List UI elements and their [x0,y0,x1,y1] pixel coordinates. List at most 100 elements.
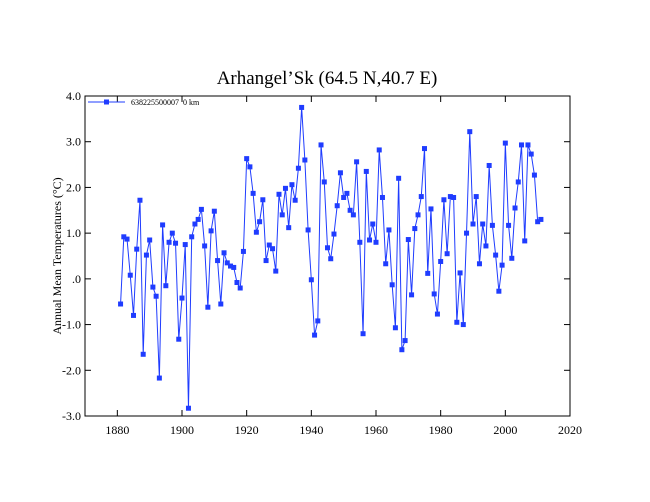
point [118,301,124,307]
point [431,291,437,297]
point [412,226,418,232]
point [195,216,201,222]
y-tick-label: 4.0 [66,89,81,103]
point [137,197,143,203]
point [160,222,166,228]
point [379,194,385,200]
x-tick-label: 2000 [493,423,517,437]
point [441,197,447,203]
point [211,208,217,214]
point [489,222,495,228]
point [399,347,405,353]
point [428,206,434,212]
point [357,239,363,245]
point [228,263,233,269]
point [341,194,347,200]
point [502,140,508,146]
point [370,221,376,227]
point [405,237,411,243]
point [447,194,453,200]
point [208,228,214,234]
y-tick-label: 3.0 [66,135,81,149]
plot-frame [84,95,571,417]
point [528,151,534,157]
point [402,338,408,344]
point [244,156,250,162]
chart-title: Arhangel’Sk (64.5 N,40.7 E) [217,68,438,89]
point [308,277,314,283]
point [305,227,311,233]
point [538,216,544,222]
point [350,212,356,218]
point [454,319,460,325]
point [328,256,334,262]
point [276,191,282,197]
point [386,227,392,233]
point [147,237,153,243]
point [422,146,427,152]
y-tick-label: -1.0 [62,318,81,332]
y-tick-label: -2.0 [62,363,81,377]
point [457,270,463,276]
point [318,142,324,148]
point [205,304,211,310]
point [535,219,541,225]
point [140,351,146,357]
y-tick-label: .0 [72,272,81,286]
point [163,283,169,289]
point [215,258,221,264]
point [282,185,288,191]
point [234,280,240,286]
point [231,264,237,270]
point [182,242,188,248]
point [312,332,318,338]
point [266,242,272,248]
point [189,234,195,240]
point [279,212,285,218]
point [153,293,159,299]
point [367,237,373,243]
point [337,170,343,176]
point [509,255,515,261]
x-tick-label: 1900 [170,423,194,437]
legend-label: 638225500007 0 km [131,98,200,107]
point [166,239,172,245]
point [176,336,182,342]
point [444,251,450,257]
point [519,142,524,148]
point [396,175,402,181]
point [392,325,398,331]
point [438,258,444,264]
point [531,172,537,178]
point [295,165,301,171]
point [363,168,369,174]
y-axis-label: Annual Mean Temperatures (°C) [50,177,64,334]
point [179,295,185,301]
x-tick-label: 1960 [364,423,388,437]
point [464,230,470,236]
point [289,182,295,188]
point [247,164,253,170]
x-tick-label: 2020 [558,423,582,437]
point [250,190,256,196]
point [198,206,204,212]
point [134,246,140,252]
point [286,225,292,231]
x-tick-label: 1880 [105,423,129,437]
point [376,147,382,153]
point [344,190,350,196]
point [496,288,502,294]
point [273,268,279,274]
point [331,231,337,237]
point [192,221,198,227]
x-tick-label: 1940 [299,423,323,437]
point [270,246,276,252]
point [467,129,473,135]
point [499,262,505,268]
x-tick-label: 1920 [235,423,259,437]
point [434,311,440,317]
point [470,221,476,227]
point [409,292,415,298]
point [150,284,156,290]
